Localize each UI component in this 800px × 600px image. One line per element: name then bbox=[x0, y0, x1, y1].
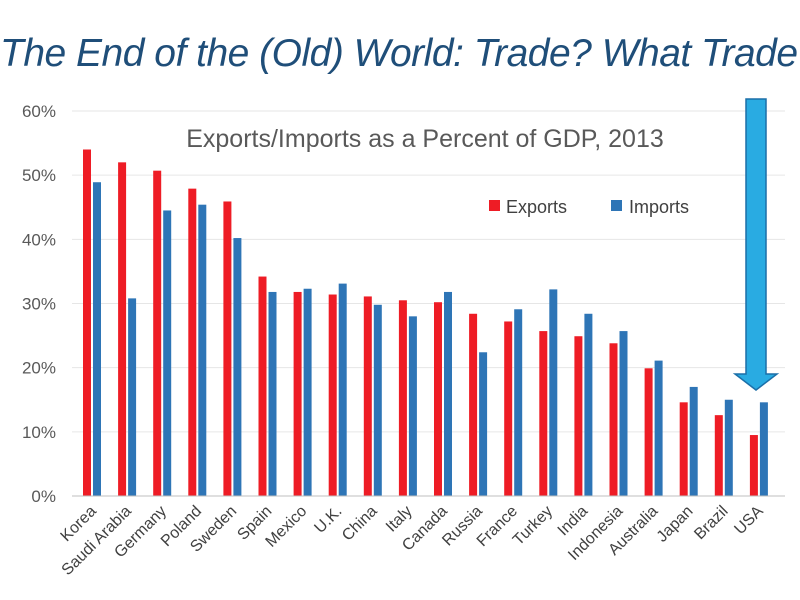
bar-exports-usa bbox=[749, 435, 758, 496]
bar-imports-france bbox=[514, 309, 523, 496]
bar-exports-u-k bbox=[328, 294, 337, 496]
x-category-label: Japan bbox=[654, 503, 697, 546]
x-category-label: USA bbox=[731, 503, 767, 539]
bar-exports-canada bbox=[434, 302, 442, 496]
bar-imports-spain bbox=[268, 291, 277, 496]
bar-imports-brazil bbox=[724, 399, 733, 496]
bar-imports-indonesia bbox=[619, 331, 628, 496]
bar-imports-russia bbox=[479, 352, 488, 496]
bar-exports-japan bbox=[679, 402, 688, 496]
bar-exports-indonesia bbox=[609, 343, 618, 496]
y-tick-label: 0% bbox=[31, 487, 56, 506]
y-tick-label: 10% bbox=[22, 423, 56, 442]
bar-imports-china bbox=[373, 304, 382, 496]
bar-imports-sweden bbox=[233, 238, 242, 497]
y-tick-label: 50% bbox=[22, 166, 56, 185]
x-category-label: Brazil bbox=[691, 503, 731, 543]
bar-imports-turkey bbox=[549, 289, 558, 496]
bar-exports-australia bbox=[644, 368, 653, 496]
bar-exports-poland bbox=[188, 188, 197, 496]
bar-imports-u-k bbox=[338, 283, 347, 496]
bar-imports-poland bbox=[198, 204, 207, 496]
bar-imports-korea bbox=[93, 182, 101, 496]
bar-exports-spain bbox=[258, 276, 267, 496]
chart-title: Exports/Imports as a Percent of GDP, 201… bbox=[186, 125, 664, 153]
y-tick-label: 60% bbox=[22, 102, 56, 121]
y-axis-ticks: 0% 10% 20% 30% 40% 50% 60% bbox=[22, 102, 56, 506]
bar-imports-canada bbox=[444, 291, 452, 496]
bars bbox=[83, 149, 768, 497]
bar-imports-germany bbox=[163, 210, 172, 497]
legend: Exports Imports bbox=[489, 197, 689, 217]
y-tick-label: 30% bbox=[22, 295, 56, 314]
bar-exports-germany bbox=[153, 170, 162, 497]
legend-imports-swatch bbox=[611, 200, 622, 211]
bar-exports-korea bbox=[83, 149, 91, 496]
x-category-label: China bbox=[339, 503, 381, 545]
bar-exports-france bbox=[504, 321, 513, 496]
bar-exports-india bbox=[574, 336, 583, 496]
bar-exports-china bbox=[363, 296, 372, 496]
headline: The End of the (Old) World: Trade? What … bbox=[0, 32, 800, 75]
bar-exports-turkey bbox=[539, 331, 548, 496]
legend-exports-label: Exports bbox=[506, 197, 567, 217]
bar-exports-mexico bbox=[293, 291, 302, 496]
gridlines bbox=[72, 110, 785, 433]
bar-imports-mexico bbox=[303, 288, 312, 496]
bar-exports-sweden bbox=[223, 201, 232, 496]
bar-imports-italy bbox=[408, 316, 417, 496]
bar-imports-india bbox=[584, 313, 593, 496]
y-tick-label: 20% bbox=[22, 359, 56, 378]
y-tick-label: 40% bbox=[22, 230, 56, 249]
bar-exports-brazil bbox=[714, 415, 723, 496]
down-arrow-icon bbox=[732, 98, 780, 391]
bar-imports-usa bbox=[759, 402, 768, 496]
bar-imports-japan bbox=[689, 386, 698, 496]
legend-imports-label: Imports bbox=[629, 197, 689, 217]
bar-exports-russia bbox=[469, 313, 478, 496]
bar-imports-saudi-arabia bbox=[128, 298, 137, 496]
bar-exports-saudi-arabia bbox=[118, 162, 127, 497]
bar-imports-australia bbox=[654, 360, 663, 496]
x-category-label: Turkey bbox=[510, 503, 556, 549]
legend-exports-swatch bbox=[489, 200, 500, 211]
bar-exports-italy bbox=[398, 300, 407, 496]
